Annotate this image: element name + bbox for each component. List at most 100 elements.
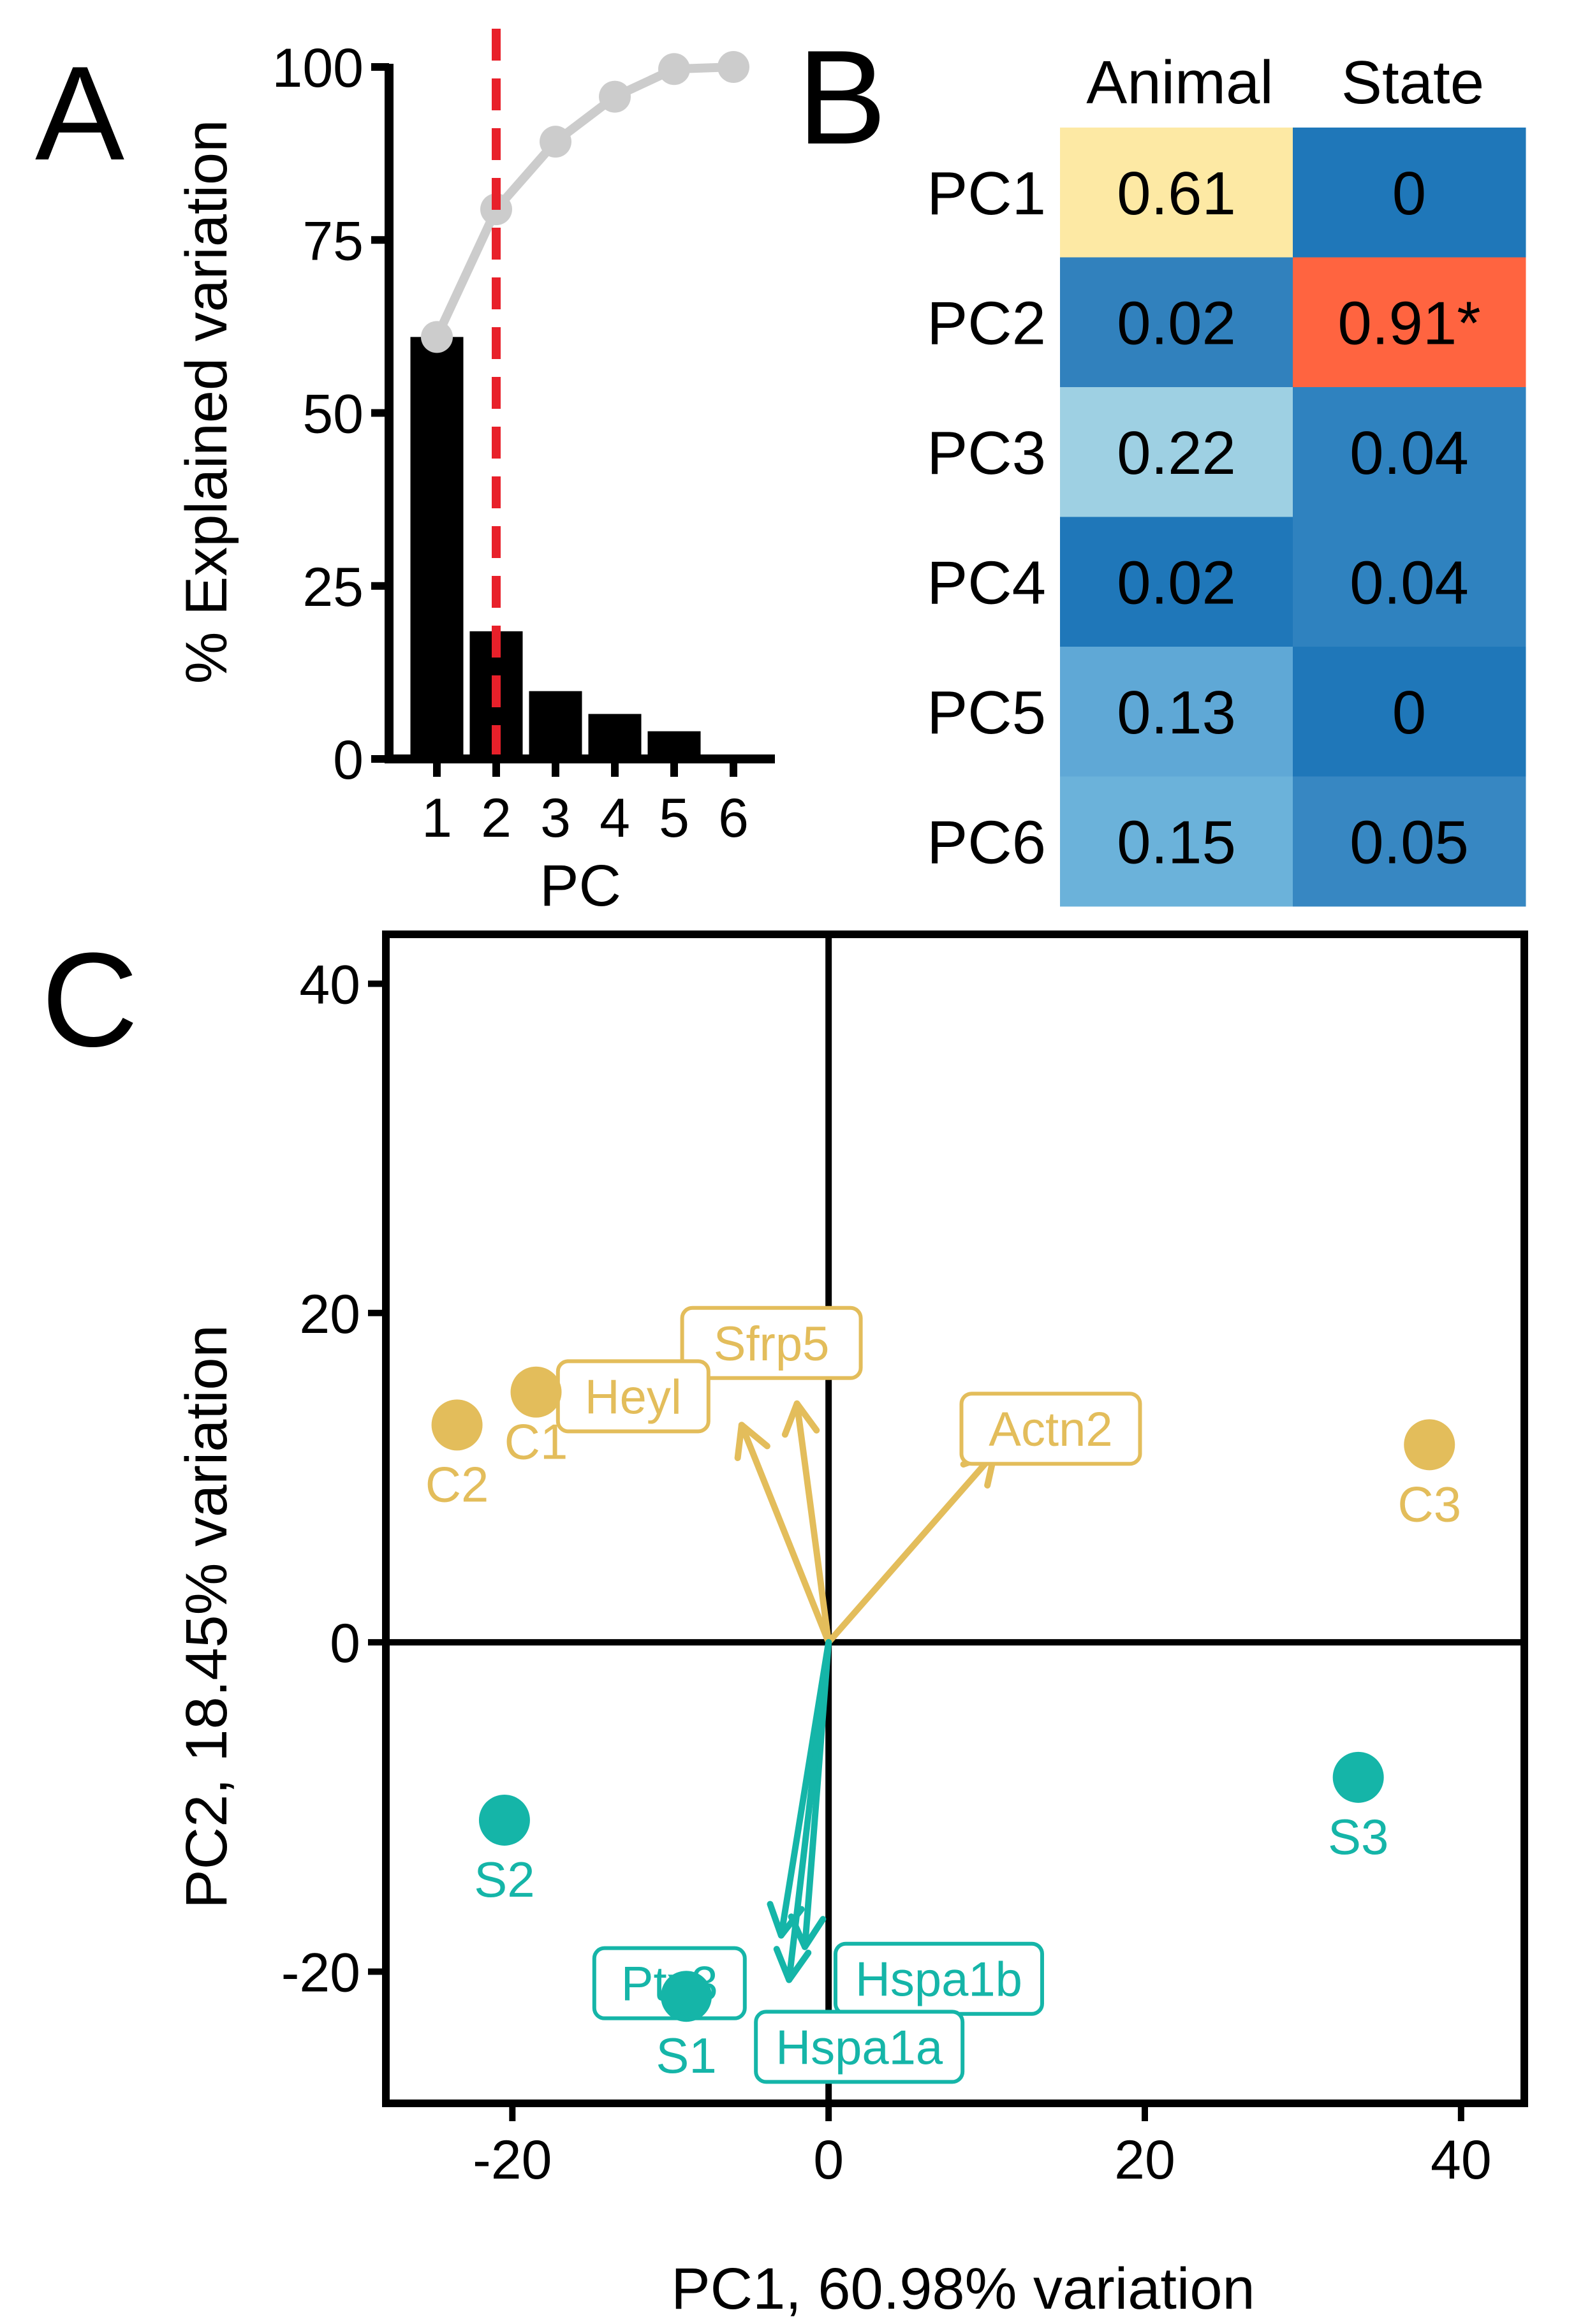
panel-c-letter: C [41, 925, 138, 1075]
sample-point [1332, 1751, 1384, 1803]
scree-y-label: % Explained variation [174, 120, 239, 684]
biplot-y-label: PC2, 18.45% variation [174, 1325, 239, 1908]
scree-bar [588, 714, 642, 759]
biplot-x-tick-label: 0 [813, 2129, 844, 2191]
loading-arrow-head [773, 1946, 812, 1983]
heatmap-cell-value: 0.04 [1350, 548, 1469, 617]
biplot-frame [382, 930, 1528, 2107]
sample-label: C1 [504, 1414, 568, 1470]
heatmap-cell [1060, 517, 1293, 647]
heatmap-cell-value: 0.61 [1117, 159, 1236, 228]
sample-point [510, 1366, 562, 1418]
biplot-x-tick-label: 20 [1114, 2129, 1175, 2191]
heatmap-row-label: PC4 [927, 548, 1046, 617]
loading-arrow-shaft [786, 1639, 832, 1983]
loading-label-box [959, 1392, 1142, 1466]
sample-point [1404, 1419, 1455, 1471]
heatmap-cell [1293, 128, 1526, 258]
heatmap-cell-value: 0.91* [1337, 289, 1480, 357]
heatmap-row-label: PC2 [927, 289, 1046, 357]
heatmap-cell [1060, 387, 1293, 517]
heatmap-cell-value: 0 [1392, 679, 1426, 747]
loading-label: Hspa1a [776, 2020, 943, 2075]
scree-bar [647, 731, 701, 759]
panel-a-letter: A [35, 38, 124, 188]
heatmap-row-label: PC3 [927, 419, 1046, 487]
loading-label-box [680, 1305, 863, 1380]
scree-x-label: PC [540, 853, 621, 918]
cumulative-point [540, 126, 571, 158]
sample-label: C3 [1397, 1476, 1461, 1532]
sample-point [431, 1399, 483, 1451]
correlation-heatmap: Animal State PC1 0.61 0 PC2 0.02 0.91* PC3 0.22 0.… [927, 48, 1526, 907]
heatmap-cell [1293, 776, 1526, 907]
biplot-x-label: PC1, 60.98% variation [671, 2256, 1255, 2321]
heatmap-cell-value: 0.02 [1117, 289, 1236, 357]
heatmap-cell [1293, 647, 1526, 777]
scree-bar [410, 337, 464, 759]
scree-x-tick-label: 1 [422, 788, 452, 849]
cumulative-point [658, 53, 690, 85]
cumulative-point [718, 51, 749, 83]
sample-points: C1 C2 C3 S1 S2 S3 [425, 1366, 1461, 2084]
biplot-y-tick-label: -20 [281, 1942, 360, 2003]
loading-label: Hspa1b [855, 1953, 1022, 2007]
scree-x-tick-label: 2 [481, 788, 512, 849]
sample-point [478, 1794, 530, 1846]
scree-y-tick-label: 75 [302, 210, 364, 272]
scree-bar [529, 691, 582, 759]
scree-x-tick-label: 5 [659, 788, 689, 849]
heatmap-cell-value: 0.15 [1117, 808, 1236, 876]
heatmap-cell-value: 0.05 [1350, 808, 1469, 876]
scree-y-tick-label: 50 [302, 384, 364, 445]
heatmap-cell [1293, 387, 1526, 517]
loading-label: Heyl [585, 1370, 682, 1424]
scree-y-tick-label: 100 [272, 38, 364, 99]
heatmap-cell [1293, 257, 1526, 388]
heatmap-cell-value: 0.13 [1117, 679, 1236, 747]
heatmap-cell [1060, 128, 1293, 258]
scree-axes: 0 25 50 75 100 1 2 3 4 5 6 [272, 38, 775, 849]
sample-label: S2 [474, 1851, 534, 1908]
biplot-y-tick-label: 40 [299, 954, 360, 1015]
heatmap-cell [1060, 647, 1293, 777]
heatmap-cell-value: 0.04 [1350, 419, 1469, 487]
loading-arrow-head [734, 1422, 770, 1461]
heatmap-cell-value: 0.02 [1117, 548, 1236, 617]
scree-plot: 0 25 50 75 100 1 2 3 4 5 6 PC % Explained variatio… [174, 29, 775, 918]
scree-bars [410, 337, 760, 759]
scree-x-tick-label: 6 [718, 788, 749, 849]
scree-x-tick-label: 4 [600, 788, 630, 849]
sample-label: S1 [656, 2027, 716, 2084]
scree-y-tick-label: 25 [302, 557, 364, 618]
heatmap-row-label: PC5 [927, 679, 1046, 747]
cumulative-point [599, 80, 631, 113]
heatmap-row-label: PC1 [927, 159, 1046, 228]
loading-vectors: Sfrp5HeylActn2Ptx3Hspa1bHspa1a [556, 1305, 1142, 2084]
loading-arrow-shaft [738, 1422, 832, 1646]
biplot-y-tick-label: 20 [299, 1284, 360, 1345]
heatmap-column-header: State [1341, 48, 1484, 117]
loading-label: Sfrp5 [714, 1317, 830, 1371]
loading-label: Actn2 [989, 1402, 1112, 1457]
loading-arrow-shaft [825, 1450, 998, 1646]
heatmap-row-label: PC6 [927, 808, 1046, 876]
heatmap-cell-value: 0.22 [1117, 419, 1236, 487]
biplot-axes: -20 0 20 40 -20 0 20 40 [281, 930, 1528, 2191]
loading-label-box [754, 2010, 965, 2084]
heatmap-column-header: Animal [1086, 48, 1273, 117]
heatmap-cell [1060, 257, 1293, 388]
sample-label: S3 [1328, 1809, 1388, 1865]
cumulative-line-path [432, 63, 734, 339]
loading-arrow-head [781, 1400, 820, 1438]
cumulative-line [421, 29, 749, 759]
loading-arrow-shaft [793, 1400, 832, 1646]
cumulative-point [421, 321, 453, 353]
panel-b-letter: B [797, 22, 887, 172]
heatmap-cell [1293, 517, 1526, 647]
biplot-x-tick-label: -20 [473, 2129, 552, 2191]
heatmap-cell-value: 0 [1392, 159, 1426, 228]
sample-label: C2 [425, 1456, 489, 1512]
